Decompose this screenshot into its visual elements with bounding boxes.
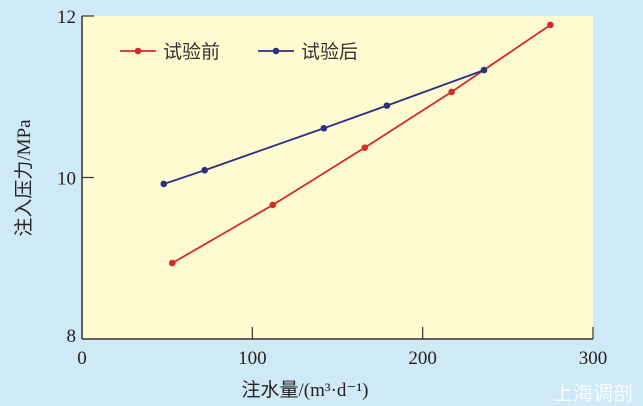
data-point — [160, 180, 168, 188]
data-point — [383, 102, 391, 109]
watermark: 上海调剖 — [553, 381, 633, 405]
y-tick-label: 10 — [57, 169, 76, 190]
data-point — [320, 124, 328, 132]
y-axis-label: 注入压力/MPa — [13, 119, 35, 237]
x-tick-label: 100 — [238, 348, 267, 369]
data-point — [269, 201, 277, 209]
data-point — [361, 144, 369, 151]
x-axis-label: 注水量/(m³·d⁻¹) — [242, 379, 369, 401]
y-tick-label: 12 — [57, 7, 76, 28]
x-tick-label: 300 — [579, 348, 608, 369]
legend-label: 试验前 — [163, 41, 220, 63]
data-point — [201, 166, 208, 174]
plot-area — [82, 16, 593, 339]
legend-label: 试验后 — [301, 41, 358, 63]
legend-marker — [272, 47, 280, 55]
data-point — [448, 88, 455, 96]
x-tick-label: 0 — [77, 348, 87, 369]
x-tick-label: 200 — [408, 348, 437, 369]
data-point — [547, 21, 554, 29]
data-point — [168, 259, 176, 267]
y-tick-label: 8 — [67, 326, 77, 347]
data-point — [480, 66, 488, 74]
legend-marker — [134, 47, 142, 55]
